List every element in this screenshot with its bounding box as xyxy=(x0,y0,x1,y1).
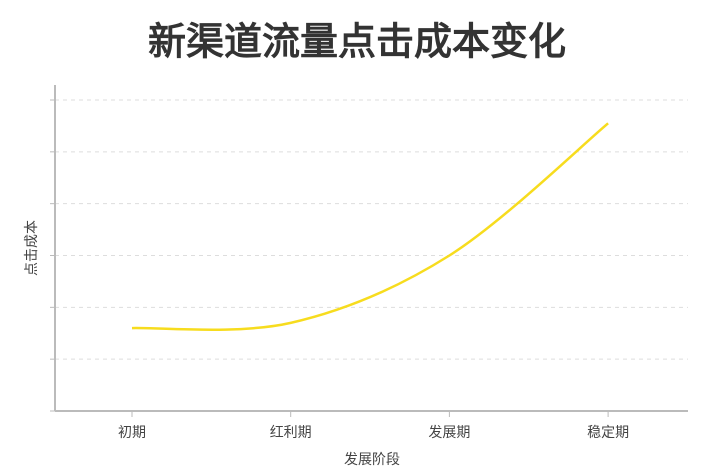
y-axis-label: 点击成本 xyxy=(24,220,40,276)
chart-title: 新渠道流量点击成本变化 xyxy=(148,20,566,64)
x-tick-label: 初期 xyxy=(118,424,146,441)
x-tick-label: 稳定期 xyxy=(587,425,629,441)
x-axis-label: 发展阶段 xyxy=(344,452,400,468)
x-tick-label: 发展期 xyxy=(428,425,470,441)
line-series xyxy=(131,122,609,331)
x-tick-label: 红利期 xyxy=(270,425,312,441)
